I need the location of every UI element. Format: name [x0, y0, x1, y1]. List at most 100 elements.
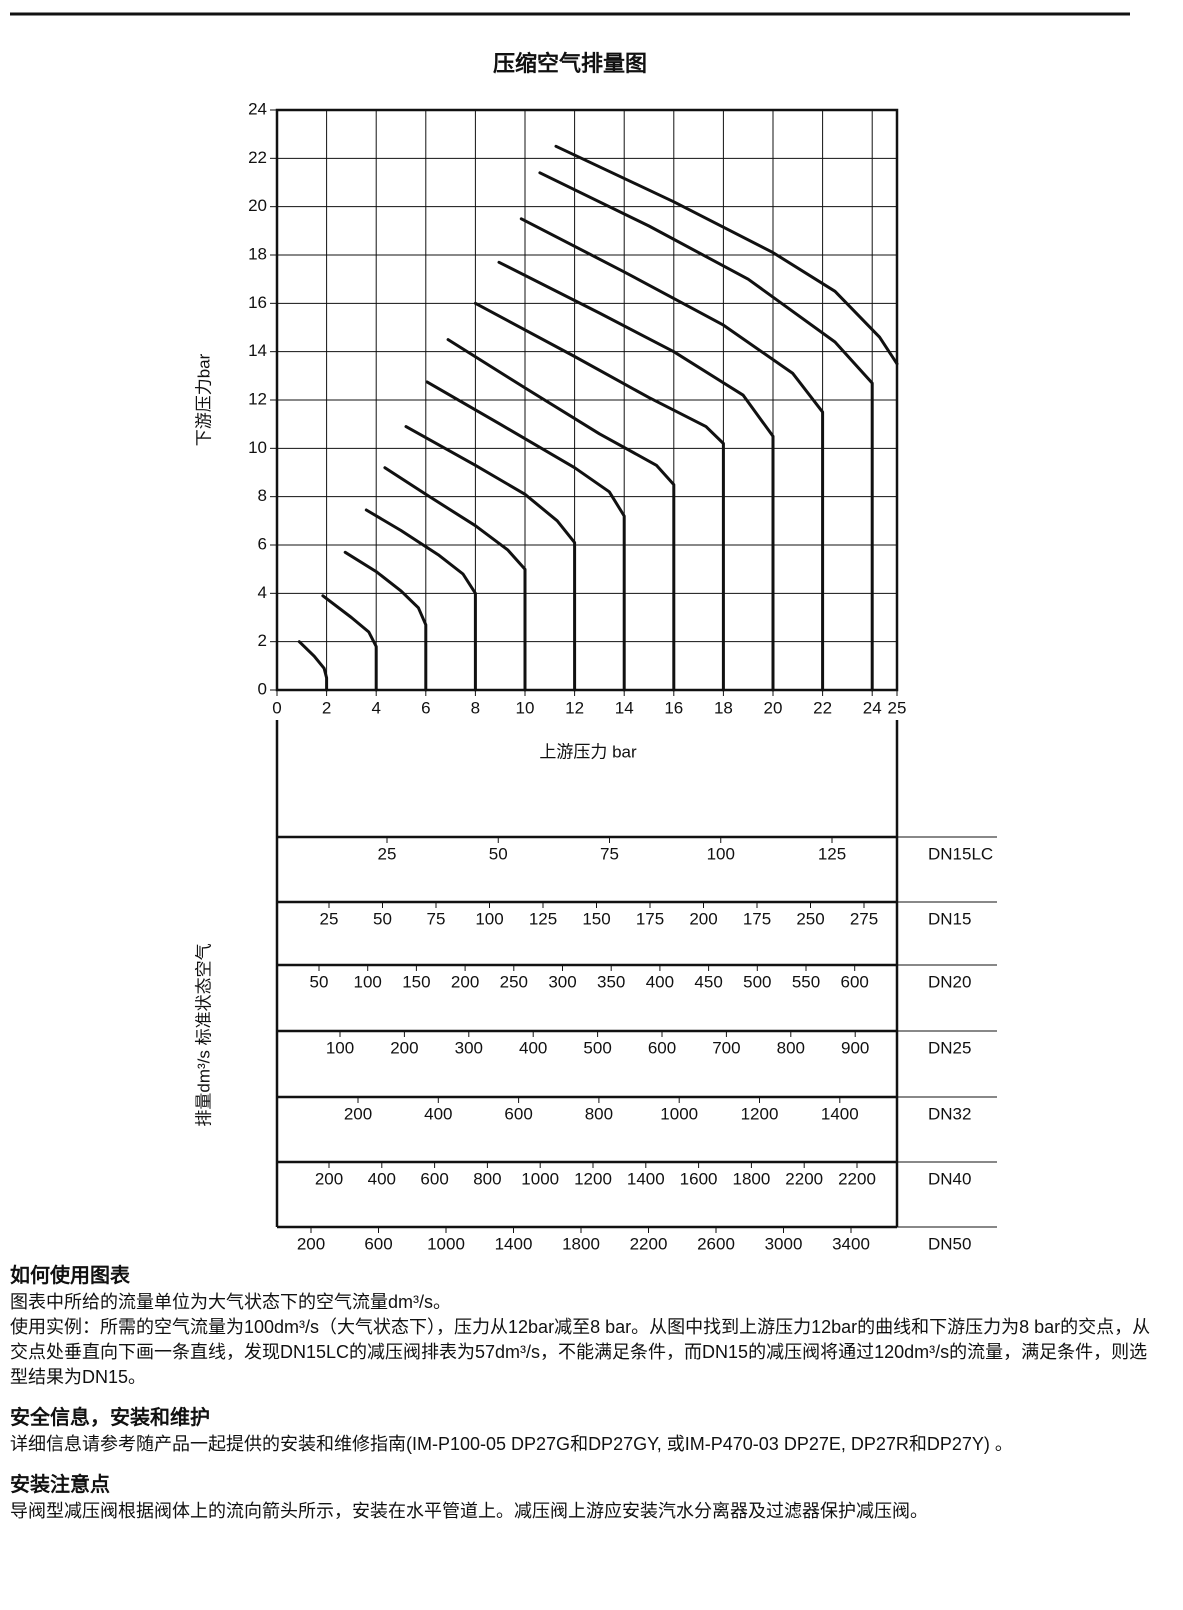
flow-axis-label: 排量dm³/s 标准状态空气: [194, 943, 213, 1126]
scale-tick-label: 200: [315, 1169, 343, 1188]
y-tick-label: 8: [258, 486, 267, 505]
x-tick-label: 25: [888, 698, 907, 717]
y-tick-label: 18: [248, 244, 267, 263]
scale-tick-label: 150: [582, 909, 610, 928]
curve: [519, 217, 825, 692]
chart: 压缩空气排量图 上游压力 bar 下游压力bar 排量dm³/s 标准状态空气 …: [10, 12, 1130, 1253]
scale-row-name: DN50: [928, 1234, 971, 1253]
x-tick-label: 22: [813, 698, 832, 717]
scale-tick-label: 400: [368, 1169, 396, 1188]
scale-row-name: DN15: [928, 909, 971, 928]
scale-tick-label: 175: [636, 909, 664, 928]
scale-tick-label: 2200: [630, 1234, 668, 1253]
scale-tick-label: 1800: [562, 1234, 600, 1253]
scale-tick-label: 250: [796, 909, 824, 928]
curve: [321, 594, 378, 692]
y-tick-label: 14: [248, 341, 267, 360]
scale-tick-label: 350: [597, 972, 625, 991]
scale-row-name: DN40: [928, 1169, 971, 1188]
scale-tick-label: 1200: [574, 1169, 612, 1188]
scale-tick-label: 1600: [680, 1169, 718, 1188]
x-tick-label: 12: [565, 698, 584, 717]
scale-tick-label: 100: [475, 909, 503, 928]
scale-tick-label: 450: [694, 972, 722, 991]
scale-tick-label: 300: [455, 1038, 483, 1057]
section-paragraph: 图表中所给的流量单位为大气状态下的空气流量dm³/s。: [10, 1292, 451, 1312]
scale-row-name: DN20: [928, 972, 971, 991]
scale-tick-label: 400: [519, 1038, 547, 1057]
section-paragraph: 详细信息请参考随产品一起提供的安装和维修指南(IM-P100-05 DP27G和…: [10, 1434, 1013, 1454]
curve: [497, 260, 775, 692]
curve: [297, 640, 329, 692]
note-section: 安装注意点 导阀型减压阀根据阀体上的流向箭头所示，安装在水平管道上。减压阀上游应安…: [10, 1471, 1160, 1524]
y-tick-label: 12: [248, 389, 267, 408]
scale-tick-label: 1000: [427, 1234, 465, 1253]
scale-tick-label: 1400: [821, 1104, 859, 1123]
scale-tick-label: 300: [548, 972, 576, 991]
scale-tick-label: 3400: [832, 1234, 870, 1253]
section-paragraph: 导阀型减压阀根据阀体上的流向箭头所示，安装在水平管道上。减压阀上游应安装汽水分离…: [10, 1501, 928, 1521]
y-tick-label: 0: [258, 679, 267, 698]
x-tick-label: 4: [371, 698, 380, 717]
scale-tick-label: 600: [420, 1169, 448, 1188]
scale-tick-label: 700: [712, 1038, 740, 1057]
scale-tick-label: 150: [402, 972, 430, 991]
plot-frame: [275, 108, 899, 692]
x-tick-label: 2: [322, 698, 331, 717]
y-tick-label: 2: [258, 631, 267, 650]
curve: [343, 550, 428, 692]
y-tick-label: 16: [248, 293, 267, 312]
scale-tick-label: 1800: [732, 1169, 770, 1188]
curve: [383, 466, 527, 692]
scale-tick-label: 550: [792, 972, 820, 991]
scale-tick-label: 200: [297, 1234, 325, 1253]
chart-title: 压缩空气排量图: [493, 51, 647, 76]
scale-tick-label: 400: [646, 972, 674, 991]
scale-tick-label: 275: [850, 909, 878, 928]
scale-tick-label: 25: [320, 909, 339, 928]
scale-tick-label: 200: [689, 909, 717, 928]
scale-tick-label: 2200: [838, 1169, 876, 1188]
note-section: 安全信息，安装和维护详细信息请参考随产品一起提供的安装和维修指南(IM-P100…: [10, 1404, 1160, 1457]
x-tick-label: 10: [516, 698, 535, 717]
scale-tick-label: 75: [600, 844, 619, 863]
x-tick-label: 20: [764, 698, 783, 717]
section-heading: 如何使用图表: [10, 1265, 130, 1287]
scale-row-name: DN15LC: [928, 844, 993, 863]
scale-tick-label: 200: [451, 972, 479, 991]
scale-tick-label: 250: [500, 972, 528, 991]
scale-tick-label: 1400: [495, 1234, 533, 1253]
scale-tick-label: 1000: [521, 1169, 559, 1188]
x-tick-label: 14: [615, 698, 634, 717]
x-tick-label: 24: [863, 698, 882, 717]
y-tick-label: 20: [248, 196, 267, 215]
scale-tick-label: 2600: [697, 1234, 735, 1253]
scale-tick-label: 1400: [627, 1169, 665, 1188]
scale-tick-label: 800: [585, 1104, 613, 1123]
section-paragraph: 使用实例：所需的空气流量为100dm³/s（大气状态下），压力从12bar减至8…: [10, 1317, 1151, 1387]
curve: [425, 380, 626, 692]
scale-tick-label: 100: [326, 1038, 354, 1057]
curve: [364, 508, 477, 692]
y-tick-label: 22: [248, 148, 267, 167]
x-tick-label: 8: [471, 698, 480, 717]
scale-tick-label: 100: [707, 844, 735, 863]
curve: [473, 301, 725, 692]
x-tick-label: 18: [714, 698, 733, 717]
scale-tick-label: 600: [841, 972, 869, 991]
scale-tick-label: 800: [777, 1038, 805, 1057]
scale-tick-label: 500: [743, 972, 771, 991]
y-tick-label: 6: [258, 534, 267, 553]
scale-tick-label: 25: [378, 844, 397, 863]
notes: 如何使用图表图表中所给的流量单位为大气状态下的空气流量dm³/s。使用实例：所需…: [10, 1262, 1160, 1538]
x-tick-label: 6: [421, 698, 430, 717]
x-axis-label: 上游压力 bar: [539, 742, 637, 761]
scale-tick-label: 800: [473, 1169, 501, 1188]
scale-tick-label: 500: [583, 1038, 611, 1057]
scale-tick-label: 1200: [741, 1104, 779, 1123]
section-heading: 安全信息，安装和维护: [10, 1407, 210, 1429]
scale-tick-label: 100: [354, 972, 382, 991]
curve: [554, 144, 899, 366]
scale-tick-label: 600: [504, 1104, 532, 1123]
